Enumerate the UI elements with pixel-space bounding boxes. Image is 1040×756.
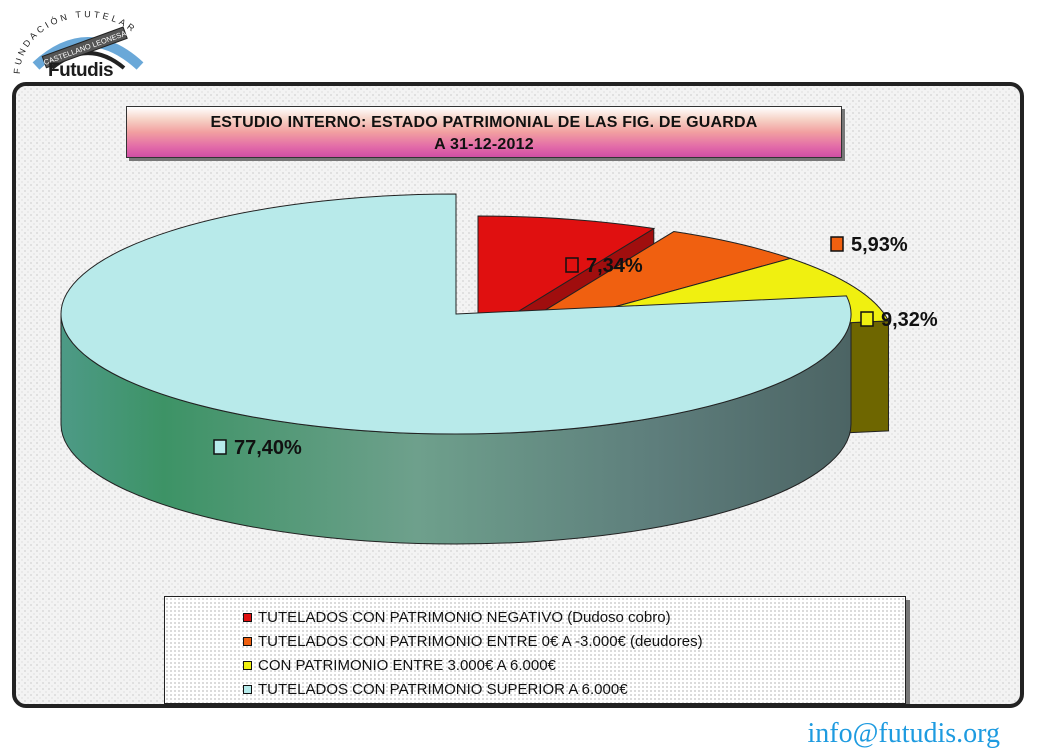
data-label-superior: 77,40% xyxy=(234,437,302,459)
legend-label-deudores: TUTELADOS CON PATRIMONIO ENTRE 0€ A -3.0… xyxy=(258,632,703,650)
data-label-3000-6000: 9,32% xyxy=(881,309,938,331)
futudis-logo: FUNDACIÓN TUTELAR CASTELLANO LEONESA Fut… xyxy=(8,8,168,88)
legend-label-negativo: TUTELADOS CON PATRIMONIO NEGATIVO (Dudos… xyxy=(258,608,671,626)
data-label-swatch-superior xyxy=(213,439,227,455)
data-label-swatch-negativo xyxy=(565,257,579,273)
chart-title: ESTUDIO INTERNO: ESTADO PATRIMONIAL DE L… xyxy=(210,114,758,131)
legend-swatch-deudores xyxy=(243,636,252,646)
logo-wordmark: Futudis xyxy=(48,60,114,81)
legend-item-deudores: TUTELADOS CON PATRIMONIO ENTRE 0€ A -3.0… xyxy=(243,629,905,653)
data-label-deudores: 5,93% xyxy=(851,234,908,256)
legend-swatch-superior xyxy=(243,684,252,694)
legend-swatch-3000-6000 xyxy=(243,660,252,670)
chart-subtitle: A 31-12-2012 xyxy=(434,136,534,153)
pie-chart: 7,34% 5,93% 9,32% 77,40% xyxy=(60,193,938,545)
legend-item-superior: TUTELADOS CON PATRIMONIO SUPERIOR A 6.00… xyxy=(243,677,905,701)
data-label-negativo: 7,34% xyxy=(586,255,643,277)
legend-label-superior: TUTELADOS CON PATRIMONIO SUPERIOR A 6.00… xyxy=(258,680,628,698)
legend-swatch-negativo xyxy=(243,612,252,622)
contact-email[interactable]: info@futudis.org xyxy=(807,718,1001,749)
legend-label-3000-6000: CON PATRIMONIO ENTRE 3.000€ A 6.000€ xyxy=(258,656,556,674)
legend-item-3000-6000: CON PATRIMONIO ENTRE 3.000€ A 6.000€ xyxy=(243,653,905,677)
legend-item-negativo: TUTELADOS CON PATRIMONIO NEGATIVO (Dudos… xyxy=(243,605,905,629)
chart-panel: 7,34% 5,93% 9,32% 77,40% ESTUDIO INTERNO: E… xyxy=(12,82,1024,708)
chart-title-box: ESTUDIO INTERNO: ESTADO PATRIMONIAL DE L… xyxy=(126,106,842,158)
pie-slice-negativo xyxy=(477,215,656,337)
chart-legend: TUTELADOS CON PATRIMONIO NEGATIVO (Dudos… xyxy=(164,596,906,704)
pie-slice-superior xyxy=(60,193,852,435)
data-label-swatch-deudores xyxy=(830,236,844,252)
data-label-swatch-3000-6000 xyxy=(860,311,874,327)
